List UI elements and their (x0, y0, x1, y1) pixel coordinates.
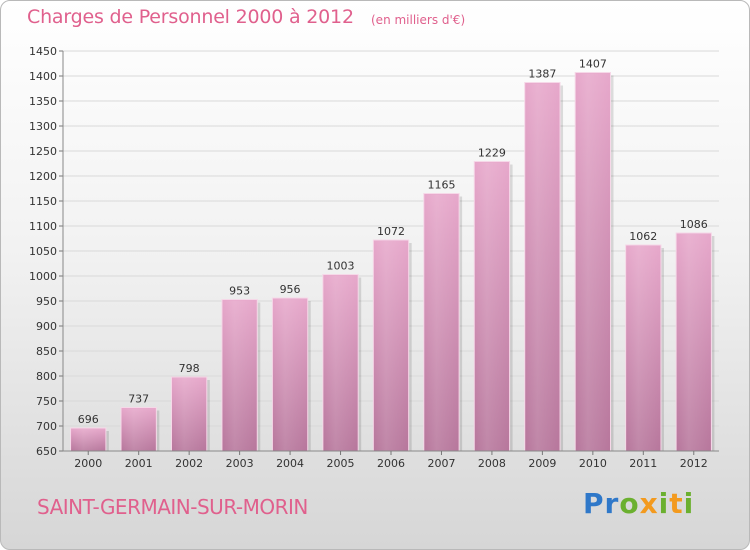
bar-highlight (576, 73, 610, 451)
x-tick-label: 2005 (327, 457, 355, 470)
chart-subtitle: (en milliers d'€) (371, 13, 466, 27)
proxiti-logo: Proxiti (583, 487, 695, 520)
x-tick-label: 2008 (478, 457, 506, 470)
y-tick-label: 1200 (29, 170, 57, 183)
bar-value-label: 1165 (427, 179, 455, 192)
x-tick-label: 2000 (74, 457, 102, 470)
bar-value-label: 798 (179, 362, 200, 375)
bar-value-label: 737 (128, 393, 149, 406)
bar-highlight (525, 83, 560, 451)
bar-highlight (172, 378, 206, 451)
y-tick-label: 1000 (29, 270, 57, 283)
bar-highlight (626, 246, 660, 451)
y-tick-label: 650 (36, 445, 57, 458)
bar-value-label: 1407 (579, 58, 607, 71)
y-tick-label: 750 (36, 395, 57, 408)
bar-highlight (323, 275, 358, 451)
x-tick-label: 2009 (528, 457, 556, 470)
bar-highlight (677, 234, 711, 451)
x-tick-label: 2007 (427, 457, 455, 470)
y-tick-label: 1150 (29, 195, 57, 208)
bar-highlight (424, 194, 459, 451)
y-tick-label: 950 (36, 295, 57, 308)
y-tick-label: 1450 (29, 45, 57, 58)
y-tick-label: 1400 (29, 70, 57, 83)
bar-value-label: 1086 (680, 218, 708, 231)
bar-value-label: 1003 (327, 260, 355, 273)
y-tick-label: 1250 (29, 145, 57, 158)
bar-highlight (71, 429, 105, 451)
y-tick-label: 1050 (29, 245, 57, 258)
bar-highlight (122, 408, 156, 451)
x-tick-label: 2002 (175, 457, 203, 470)
bars: 696 737 798 953 956 1003 1072 1165 1229 1387 1407 1… (70, 58, 715, 452)
y-axis: 650 700 750 800 850 900 950 1000 1050 1100 1150 120… (29, 45, 64, 458)
bar-highlight (273, 299, 307, 451)
chart-title: Charges de Personnel 2000 à 2012 (27, 6, 354, 28)
x-axis: 2000 2001 2002 2003 2004 2005 2006 2007 2008 2009… (63, 450, 719, 470)
y-tick-label: 800 (36, 370, 57, 383)
commune-name: SAINT-GERMAIN-SUR-MORIN (37, 495, 308, 519)
y-tick-label: 700 (36, 420, 57, 433)
bar-value-label: 1072 (377, 225, 405, 238)
bar-value-label: 1062 (629, 230, 657, 243)
bar-highlight (374, 241, 408, 451)
bar-value-label: 696 (78, 413, 99, 426)
x-tick-label: 2010 (579, 457, 607, 470)
x-tick-label: 2003 (226, 457, 254, 470)
y-tick-label: 1300 (29, 120, 57, 133)
y-tick-label: 900 (36, 320, 57, 333)
x-tick-label: 2004 (276, 457, 304, 470)
bar-value-label: 1387 (528, 68, 556, 81)
y-tick-label: 850 (36, 345, 57, 358)
bar-highlight (475, 162, 509, 451)
bar-value-label: 953 (229, 285, 250, 298)
y-tick-label: 1100 (29, 220, 57, 233)
x-tick-label: 2006 (377, 457, 405, 470)
bar-value-label: 956 (280, 283, 301, 296)
y-tick-label: 1350 (29, 95, 57, 108)
x-tick-label: 2001 (125, 457, 153, 470)
bar-value-label: 1229 (478, 147, 506, 160)
x-tick-label: 2011 (629, 457, 657, 470)
x-tick-label: 2012 (680, 457, 708, 470)
bar-highlight (222, 300, 257, 451)
